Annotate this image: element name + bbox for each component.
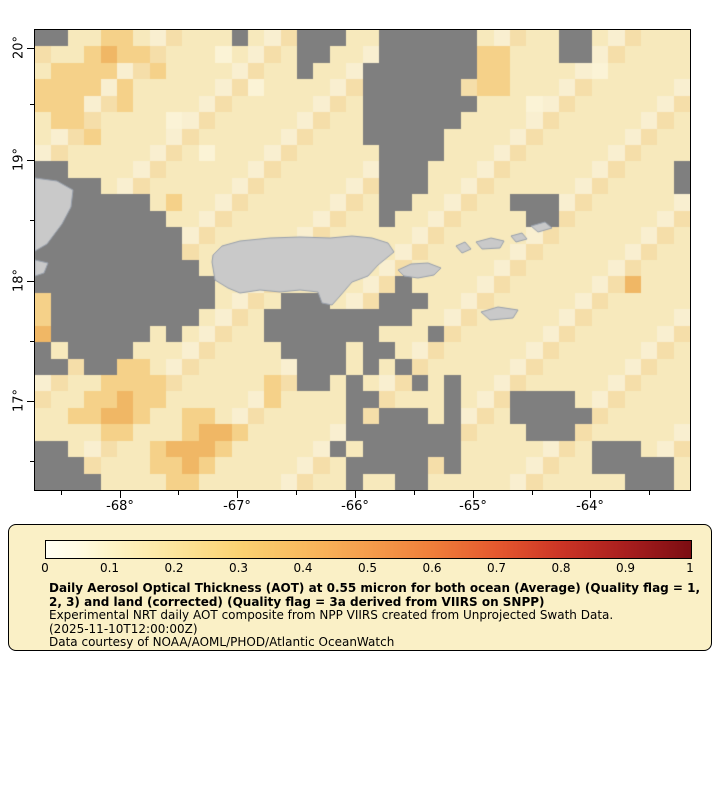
caption-credit: Data courtesy of NOAA/AOML/PHOD/Atlantic… — [49, 635, 395, 649]
lon-tick-label: -64° — [576, 499, 604, 514]
lat-major-tick — [27, 281, 34, 282]
colorbar-tick-label: 0 — [41, 561, 49, 575]
lat-tick-label: 18° — [11, 268, 27, 293]
colorbar-tick-label: 0.1 — [99, 561, 120, 575]
caption-title-line-2: 2, 3) and land (corrected) (Quality flag… — [49, 594, 545, 609]
lat-major-tick — [27, 48, 34, 49]
colorbar-tick-label: 1 — [686, 561, 694, 575]
lon-minor-tick — [296, 491, 297, 495]
lat-major-tick — [27, 160, 34, 161]
colorbar-tick-label: 0.5 — [357, 561, 378, 575]
lat-major-tick — [27, 401, 34, 402]
lon-tick-label: -65° — [459, 499, 487, 514]
lon-minor-tick — [532, 491, 533, 495]
lon-tick-label: -67° — [223, 499, 251, 514]
colorbar-tick-label: 0.2 — [164, 561, 184, 575]
lat-minor-tick — [30, 220, 34, 221]
lon-tick-label: -68° — [106, 499, 134, 514]
lon-major-tick — [237, 491, 238, 498]
colorbar-tick-label: 0.8 — [551, 561, 571, 575]
lat-minor-tick — [30, 461, 34, 462]
caption-timestamp: (2025-11-10T12:00:00Z) — [49, 621, 198, 636]
lon-major-tick — [473, 491, 474, 498]
map-plot-area — [34, 29, 691, 491]
colorbar-tick-label: 0.7 — [486, 561, 507, 575]
lon-major-tick — [355, 491, 356, 498]
lat-tick-label: 17° — [11, 388, 27, 413]
caption-description: Experimental NRT daily AOT composite fro… — [49, 608, 614, 622]
lon-minor-tick — [414, 491, 415, 495]
legend-panel: Daily Aerosol Optical Thickness (AOT) at… — [8, 524, 712, 651]
lon-major-tick — [120, 491, 121, 498]
colorbar-tick-label: 0.6 — [422, 561, 442, 575]
lon-minor-tick — [649, 491, 650, 495]
lat-tick-label: 20° — [11, 35, 27, 60]
lon-minor-tick — [178, 491, 179, 495]
lat-minor-tick — [30, 104, 34, 105]
caption-title-line-1: Daily Aerosol Optical Thickness (AOT) at… — [49, 581, 701, 595]
colorbar-tick-label: 0.4 — [293, 561, 313, 575]
colorbar-tick-label: 0.9 — [615, 561, 636, 575]
lon-minor-tick — [61, 491, 62, 495]
lon-tick-label: -66° — [341, 499, 369, 514]
aot-raster-map — [35, 30, 690, 490]
legend-caption: Daily Aerosol Optical Thickness (AOT) at… — [49, 581, 701, 650]
colorbar — [45, 540, 692, 559]
colorbar-tick-label: 0.3 — [228, 561, 249, 575]
lat-minor-tick — [30, 341, 34, 342]
lat-tick-label: 19° — [11, 147, 27, 172]
lon-major-tick — [590, 491, 591, 498]
